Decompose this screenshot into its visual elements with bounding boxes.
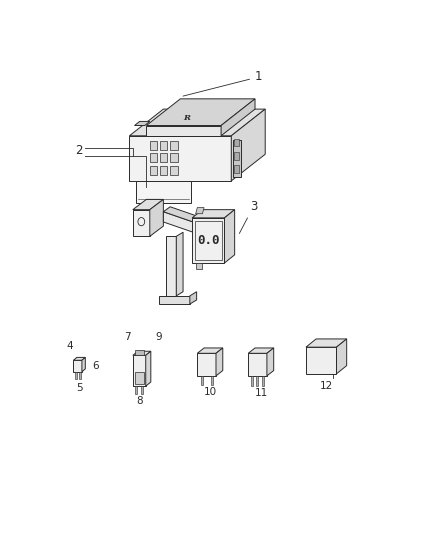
Polygon shape <box>197 353 216 376</box>
Polygon shape <box>251 376 253 386</box>
Polygon shape <box>192 218 224 263</box>
Text: 10: 10 <box>204 387 217 397</box>
Polygon shape <box>224 209 235 263</box>
Polygon shape <box>136 181 191 204</box>
Polygon shape <box>82 358 85 372</box>
Text: 3: 3 <box>239 200 257 233</box>
Polygon shape <box>133 356 146 386</box>
Polygon shape <box>248 348 274 353</box>
Polygon shape <box>256 376 258 386</box>
Polygon shape <box>130 109 265 136</box>
Text: 2: 2 <box>75 144 82 157</box>
Text: 1: 1 <box>183 70 262 96</box>
FancyBboxPatch shape <box>134 372 144 384</box>
Polygon shape <box>201 376 203 385</box>
Polygon shape <box>231 109 265 181</box>
Text: 7: 7 <box>124 332 131 342</box>
FancyBboxPatch shape <box>160 154 167 163</box>
FancyBboxPatch shape <box>160 166 167 175</box>
Polygon shape <box>74 360 82 372</box>
Polygon shape <box>262 376 264 386</box>
Polygon shape <box>211 376 212 385</box>
FancyBboxPatch shape <box>160 141 167 150</box>
Text: 11: 11 <box>254 388 268 398</box>
Polygon shape <box>166 236 176 296</box>
Text: 6: 6 <box>92 361 99 371</box>
Polygon shape <box>221 99 255 136</box>
Polygon shape <box>133 351 151 356</box>
Polygon shape <box>130 136 231 181</box>
Polygon shape <box>197 348 223 353</box>
Polygon shape <box>216 348 223 376</box>
Polygon shape <box>163 212 211 238</box>
Polygon shape <box>192 209 235 218</box>
Polygon shape <box>146 99 255 126</box>
Text: 9: 9 <box>155 332 162 342</box>
Polygon shape <box>163 207 218 228</box>
Polygon shape <box>74 358 85 360</box>
Polygon shape <box>133 209 150 236</box>
Polygon shape <box>135 386 137 394</box>
Polygon shape <box>336 339 346 374</box>
Polygon shape <box>267 348 274 376</box>
Polygon shape <box>234 165 240 173</box>
Text: 5: 5 <box>76 383 83 393</box>
Polygon shape <box>196 263 202 269</box>
Polygon shape <box>141 386 143 394</box>
Polygon shape <box>190 292 197 304</box>
Text: 8: 8 <box>136 397 143 406</box>
Polygon shape <box>234 139 240 147</box>
Polygon shape <box>134 350 144 356</box>
Text: 0.0: 0.0 <box>197 234 219 247</box>
FancyBboxPatch shape <box>150 166 157 175</box>
Polygon shape <box>146 351 151 386</box>
Polygon shape <box>234 152 240 159</box>
Text: R: R <box>184 114 191 122</box>
FancyBboxPatch shape <box>170 154 178 163</box>
Polygon shape <box>134 122 150 126</box>
Polygon shape <box>133 199 163 209</box>
Polygon shape <box>306 347 336 374</box>
FancyBboxPatch shape <box>150 154 157 163</box>
Polygon shape <box>306 339 346 347</box>
FancyBboxPatch shape <box>150 141 157 150</box>
Polygon shape <box>248 353 267 376</box>
Polygon shape <box>75 372 77 379</box>
FancyBboxPatch shape <box>170 141 178 150</box>
Polygon shape <box>159 296 190 304</box>
Text: 12: 12 <box>320 381 333 391</box>
Polygon shape <box>78 372 81 379</box>
Polygon shape <box>146 126 221 136</box>
Polygon shape <box>196 207 204 214</box>
Text: 4: 4 <box>67 341 73 351</box>
Polygon shape <box>233 140 241 177</box>
Polygon shape <box>176 232 183 296</box>
Polygon shape <box>150 199 163 236</box>
FancyBboxPatch shape <box>170 166 178 175</box>
